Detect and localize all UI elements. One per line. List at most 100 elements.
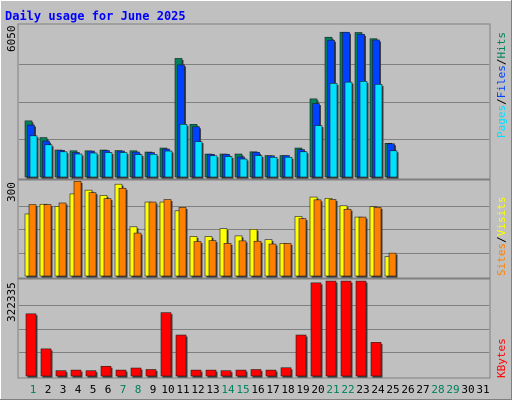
day-label-19: 19 [296, 383, 309, 396]
sites-bar-day-23 [358, 216, 367, 277]
kbytes-bar-day-3 [55, 370, 67, 377]
sites-bar-day-20 [313, 199, 322, 277]
kbytes-bar-day-16 [250, 369, 262, 377]
chart-title: Daily usage for June 2025 [5, 9, 186, 23]
day-label-7: 7 [120, 383, 127, 396]
kbytes-bar-day-5 [85, 370, 97, 377]
kbytes-bar-day-17 [265, 369, 277, 377]
pages-bar-day-21 [329, 83, 338, 178]
pages-bar-day-14 [224, 156, 233, 178]
kbytes-bar-day-22 [340, 280, 352, 377]
day-label-31: 31 [476, 383, 489, 396]
kbytes-bar-day-13 [205, 369, 217, 377]
day-label-21: 21 [326, 383, 339, 396]
kbytes-bar-day-19 [295, 334, 307, 377]
pages-bar-day-17 [269, 156, 278, 178]
legend-sites: Sites [495, 243, 508, 276]
legend-kbytes: KBytes [495, 338, 508, 378]
kbytes-bar-day-24 [370, 342, 382, 377]
day-label-12: 12 [191, 383, 204, 396]
pages-bar-day-22 [344, 81, 353, 178]
sites-bar-day-12 [193, 241, 202, 277]
kbytes-bar-day-6 [100, 365, 112, 377]
kbytes-panel-max-label: 322335 [5, 282, 18, 322]
sites-bar-day-19 [298, 218, 307, 277]
legend-separator: / [495, 59, 508, 66]
day-label-4: 4 [75, 383, 82, 396]
kbytes-bar-day-10 [160, 312, 172, 377]
day-label-25: 25 [386, 383, 399, 396]
day-label-27: 27 [416, 383, 429, 396]
sites-bar-day-10 [163, 199, 172, 277]
legend-separator: / [495, 236, 508, 243]
day-label-3: 3 [60, 383, 67, 396]
legend-bottom: KBytes [495, 338, 508, 378]
day-label-17: 17 [266, 383, 279, 396]
bars [24, 31, 399, 378]
sites-bar-day-24 [373, 207, 382, 277]
pages-bar-day-8 [134, 154, 143, 178]
day-label-29: 29 [446, 383, 459, 396]
pages-bar-day-18 [284, 156, 293, 178]
day-label-30: 30 [461, 383, 474, 396]
sites-bar-day-8 [133, 232, 142, 277]
kbytes-bar-day-11 [175, 334, 187, 377]
pages-bar-day-10 [164, 150, 173, 178]
day-label-26: 26 [401, 383, 414, 396]
kbytes-bar-day-7 [115, 369, 127, 377]
legend-separator: / [495, 98, 508, 105]
sites-bar-day-9 [148, 201, 157, 277]
legend-files: Files [495, 65, 508, 98]
day-label-13: 13 [206, 383, 219, 396]
kbytes-bar-day-8 [130, 367, 142, 377]
day-label-8: 8 [135, 383, 142, 396]
sites-bar-day-15 [238, 240, 247, 277]
visits-panel-max-label: 300 [5, 182, 18, 202]
panel-kbytes-background [17, 278, 491, 379]
sites-bar-day-7 [118, 187, 127, 277]
pages-bar-day-23 [359, 81, 368, 178]
pages-bar-day-16 [254, 155, 263, 178]
pages-bar-day-24 [374, 84, 383, 178]
day-label-14: 14 [221, 383, 235, 396]
pages-bar-day-15 [239, 158, 248, 178]
pages-bar-day-12 [194, 141, 203, 178]
kbytes-bar-day-15 [235, 369, 247, 377]
kbytes-bar-day-18 [280, 367, 292, 377]
day-label-11: 11 [176, 383, 189, 396]
sites-bar-day-25 [388, 252, 397, 277]
pages-bar-day-4 [74, 153, 83, 178]
legend-top: Pages/Files/Hits [495, 32, 508, 138]
hits-panel-max-label: 6050 [5, 26, 18, 53]
day-label-22: 22 [341, 383, 354, 396]
kbytes-bar-day-14 [220, 370, 232, 377]
day-label-9: 9 [150, 383, 157, 396]
sites-bar-day-2 [43, 204, 52, 277]
sites-bar-day-22 [343, 208, 352, 277]
kbytes-bar-day-4 [70, 369, 82, 377]
day-label-18: 18 [281, 383, 294, 396]
sites-bar-day-3 [58, 202, 67, 277]
pages-bar-day-5 [89, 152, 98, 178]
pages-bar-day-25 [389, 150, 398, 178]
kbytes-bar-day-21 [325, 280, 337, 377]
legend-middle: Sites/Visits [495, 197, 508, 277]
sites-bar-day-5 [88, 192, 97, 277]
pages-bar-day-9 [149, 153, 158, 178]
day-label-2: 2 [45, 383, 52, 396]
day-labels: 1 2 3 4 5 6 7 8 9 10 11 12 13 14 15 16 17 18 19 20 21 22 23 24 2… [30, 383, 490, 396]
sites-bar-day-21 [328, 199, 337, 277]
pages-bar-day-19 [299, 151, 308, 178]
kbytes-bar-day-23 [355, 280, 367, 377]
pages-bar-day-11 [179, 124, 188, 178]
day-label-20: 20 [311, 383, 324, 396]
pages-bar-day-2 [44, 144, 53, 178]
day-label-23: 23 [356, 383, 369, 396]
day-label-15: 15 [236, 383, 249, 396]
kbytes-bar-day-2 [40, 348, 52, 377]
sites-bar-day-17 [268, 243, 277, 277]
day-label-10: 10 [161, 383, 174, 396]
day-label-1: 1 [30, 383, 37, 396]
